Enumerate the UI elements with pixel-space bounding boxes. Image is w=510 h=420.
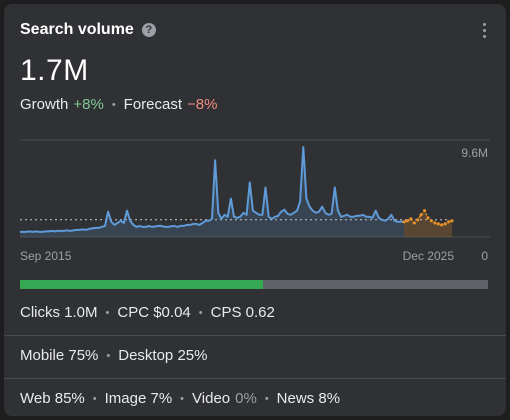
clicks-row: Clicks 1.0M • CPC $0.04 • CPS 0.62 — [20, 304, 275, 321]
forecast-point — [402, 220, 406, 224]
divider — [4, 378, 506, 379]
forecast-point — [426, 216, 430, 220]
growth-label: Growth — [20, 96, 69, 113]
separator-dot: • — [105, 306, 110, 319]
separator-dot: • — [264, 392, 269, 405]
cpc-stat: CPC $0.04 — [117, 304, 191, 321]
news-stat: News 8% — [276, 390, 341, 407]
card-header: Search volume ? — [20, 18, 490, 42]
image-stat: Image 7% — [104, 390, 173, 407]
video-label: Video — [192, 390, 231, 407]
help-icon[interactable]: ? — [141, 23, 156, 37]
forecast-area — [404, 210, 452, 237]
separator-dot: • — [92, 392, 97, 405]
mobile-stat: Mobile 75% — [20, 347, 99, 364]
forecast-point — [416, 218, 420, 222]
progress-fill — [20, 280, 264, 289]
forecast-point — [450, 219, 454, 223]
forecast-point — [440, 223, 444, 227]
web-stat: Web 85% — [20, 390, 85, 407]
growth-value: +8% — [73, 96, 104, 113]
forecast-point — [405, 219, 409, 223]
history-line — [20, 146, 404, 233]
forecast-point — [409, 217, 413, 221]
forecast-point — [433, 221, 437, 225]
search-type-row: Web 85% • Image 7% • Video 0% • News 8% — [20, 390, 340, 407]
search-volume-card: Search volume ? 1.7M Growth +8% • Foreca… — [4, 4, 506, 416]
card-title: Search volume — [20, 21, 134, 38]
search-volume-value: 1.7M — [20, 54, 89, 87]
forecast-point — [419, 213, 423, 217]
clicks-stat: Clicks 1.0M — [20, 304, 98, 321]
more-options-icon[interactable] — [478, 20, 490, 40]
forecast-point — [436, 222, 440, 226]
share-progress-bar — [20, 280, 488, 289]
video-value: 0% — [235, 390, 257, 407]
trend-chart-svg: 9.6M Sep 2015 Dec 2025 0 — [20, 139, 490, 263]
x-end-label: Dec 2025 — [403, 249, 455, 263]
divider — [4, 335, 506, 336]
cps-stat: CPS 0.62 — [210, 304, 275, 321]
growth-forecast-row: Growth +8% • Forecast −8% — [20, 96, 217, 113]
forecast-value: −8% — [187, 96, 218, 113]
separator-dot: • — [180, 392, 185, 405]
forecast-points — [402, 209, 454, 227]
desktop-stat: Desktop 25% — [118, 347, 208, 364]
separator-dot: • — [111, 98, 116, 111]
forecast-point — [447, 220, 451, 224]
forecast-point — [412, 221, 416, 225]
forecast-label: Forecast — [123, 96, 183, 113]
trend-chart[interactable]: 9.6M Sep 2015 Dec 2025 0 — [20, 132, 490, 267]
forecast-point — [429, 219, 433, 223]
y-zero-label: 0 — [481, 249, 488, 263]
forecast-point — [443, 222, 447, 226]
separator-dot: • — [106, 349, 111, 362]
device-row: Mobile 75% • Desktop 25% — [20, 347, 207, 364]
x-start-label: Sep 2015 — [20, 249, 72, 263]
y-max-label: 9.6M — [461, 146, 488, 160]
history-area — [20, 147, 404, 237]
separator-dot: • — [198, 306, 203, 319]
forecast-point — [423, 209, 427, 213]
